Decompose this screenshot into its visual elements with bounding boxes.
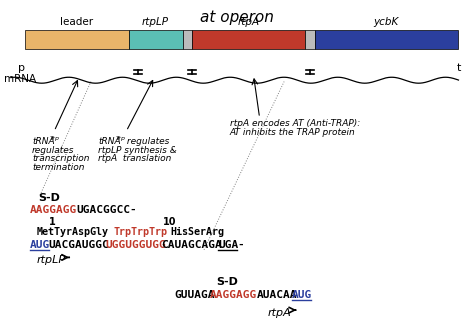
Text: S-D: S-D [216,277,237,287]
Text: tRNA: tRNA [32,137,55,146]
Text: p: p [18,63,25,73]
Text: AUG: AUG [30,240,50,250]
Text: AT inhibits the TRAP protein: AT inhibits the TRAP protein [230,128,356,137]
Text: AAGGAGG: AAGGAGG [30,205,77,215]
Text: UGACGGCC-: UGACGGCC- [77,205,137,215]
Text: UACGAUGGC: UACGAUGGC [48,240,109,250]
Text: 1: 1 [49,217,55,227]
Text: rtpLP synthesis &: rtpLP synthesis & [98,146,177,155]
Bar [128,30,183,49]
Bar [305,30,315,49]
Bar [25,30,128,49]
Text: t: t [456,63,461,73]
Text: leader: leader [60,17,93,27]
Text: CAUAGCAGA: CAUAGCAGA [162,240,222,250]
Text: rtpA: rtpA [238,17,260,27]
Text: ycbK: ycbK [374,17,399,27]
Text: GUUAGA: GUUAGA [175,290,215,300]
Bar [183,30,192,49]
Text: at operon: at operon [200,10,274,25]
Bar [315,30,458,49]
Text: AUACAA: AUACAA [257,290,298,300]
Text: transcription: transcription [32,154,90,163]
Text: rtpA: rtpA [268,308,292,318]
Text: TrpTrpTrp: TrpTrpTrp [114,227,167,237]
Text: S-D: S-D [38,193,60,203]
Text: AAGGAGG: AAGGAGG [210,290,257,300]
Text: termination: termination [32,163,84,172]
Text: UGGUGGUGG: UGGUGGUGG [105,240,166,250]
Text: Trp: Trp [50,136,60,141]
Text: rtpA  translation: rtpA translation [98,154,172,163]
Text: -: - [237,240,244,250]
Text: HisSerArg: HisSerArg [170,227,224,237]
Text: UGA: UGA [218,240,238,250]
Text: rtpLP: rtpLP [36,256,66,266]
Text: regulates: regulates [32,146,74,155]
Text: regulates: regulates [124,137,169,146]
Text: 10: 10 [164,217,177,227]
Text: rtpA encodes AT (Anti-TRAP):: rtpA encodes AT (Anti-TRAP): [230,119,360,128]
Bar [192,30,305,49]
Text: rtpLP: rtpLP [142,17,169,27]
Text: mRNA: mRNA [4,74,36,84]
Text: AUG: AUG [292,290,312,300]
Text: MetTyrAspGly: MetTyrAspGly [36,227,109,237]
Text: tRNA: tRNA [98,137,120,146]
Text: Trp: Trp [116,136,126,141]
